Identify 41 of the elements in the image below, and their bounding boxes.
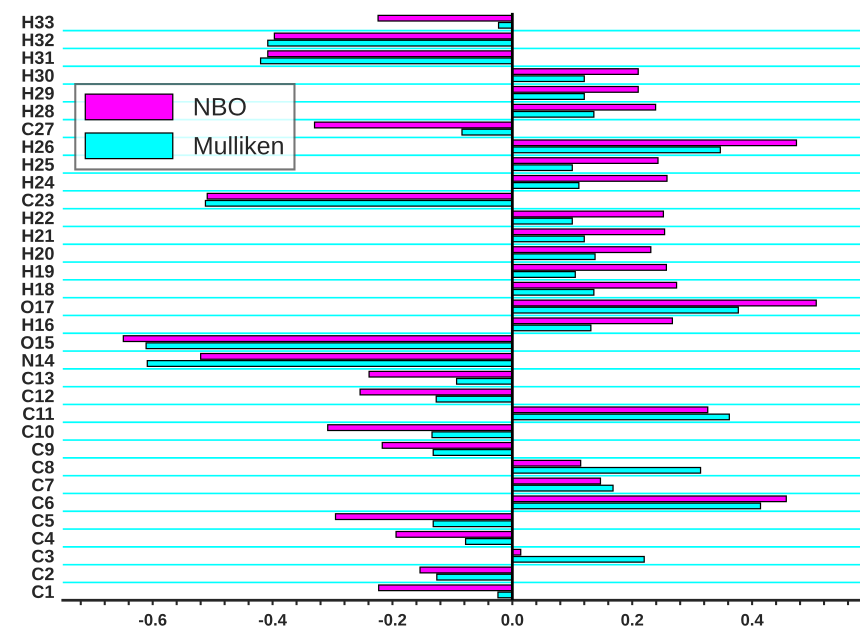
y-tick-label: H18 <box>22 282 54 296</box>
y-tick-label: C9 <box>32 442 54 456</box>
x-tick-label: -0.6 <box>138 614 166 626</box>
y-tick-label: C13 <box>22 372 54 385</box>
y-tick-label: O17 <box>21 300 54 314</box>
y-tick-label: C1 <box>32 585 54 598</box>
y-tick-label: H32 <box>22 33 54 46</box>
y-tick-label: H30 <box>22 69 54 82</box>
y-tick-label: H21 <box>22 229 54 242</box>
y-tick-label: C11 <box>23 407 54 420</box>
x-tick-label: 0.4 <box>741 614 764 626</box>
y-tick-label: C6 <box>32 496 54 510</box>
y-tick-label: H31 <box>22 51 54 64</box>
y-tick-label: O15 <box>21 336 54 349</box>
y-tick-label: H16 <box>22 318 54 332</box>
x-tick-label: 0.0 <box>501 614 524 626</box>
legend-label: NBO <box>194 98 246 116</box>
x-tick-label: -0.2 <box>378 614 406 626</box>
y-tick-label: C7 <box>32 478 54 492</box>
y-tick-label: H28 <box>22 104 54 118</box>
y-tick-label: H26 <box>22 140 54 154</box>
y-tick-label: H33 <box>22 16 54 28</box>
y-tick-label: C10 <box>22 425 54 438</box>
y-tick-label: H20 <box>22 247 54 260</box>
legend-label: Mulliken <box>194 136 283 155</box>
y-tick-label: H25 <box>22 158 54 171</box>
y-tick-label: C3 <box>32 550 54 563</box>
y-tick-label: C23 <box>22 194 54 206</box>
y-tick-label: N14 <box>22 354 54 366</box>
y-tick-label: C4 <box>32 532 54 545</box>
y-tick-label: H24 <box>22 176 54 188</box>
y-tick-label: C8 <box>32 460 54 474</box>
y-tick-label: H22 <box>22 211 54 224</box>
y-tick-label: C5 <box>32 514 54 527</box>
x-tick-label: 0.2 <box>621 614 644 626</box>
x-tick-label: -0.4 <box>258 614 287 626</box>
y-tick-label: C2 <box>32 568 54 580</box>
y-tick-label: H19 <box>22 264 54 278</box>
y-tick-label: H29 <box>22 86 54 100</box>
y-tick-label: C12 <box>22 389 54 402</box>
y-tick-label: C27 <box>22 122 54 136</box>
